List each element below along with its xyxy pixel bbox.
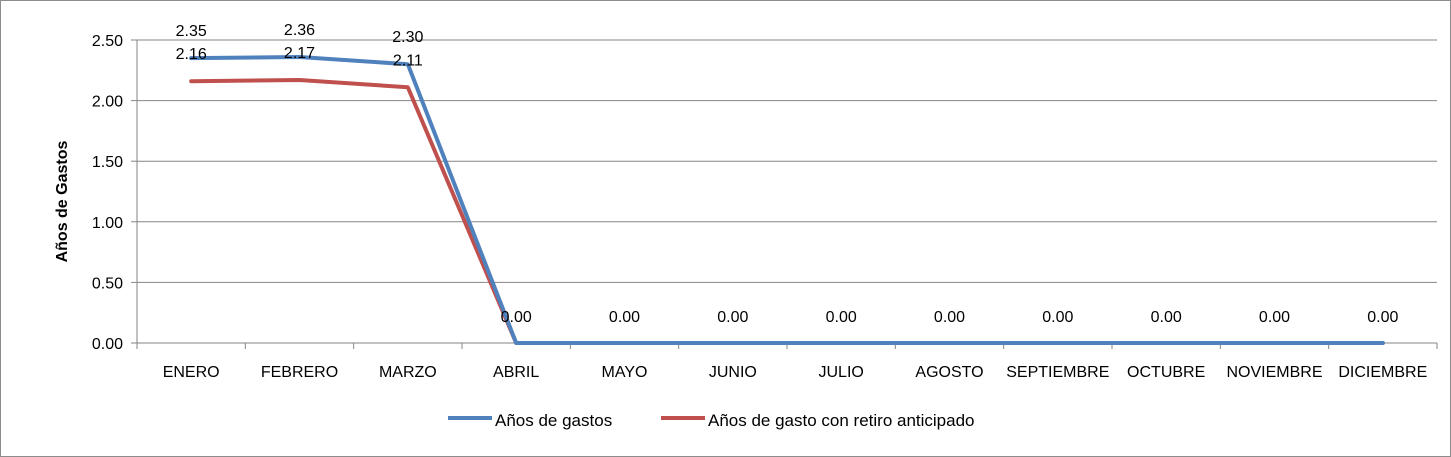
x-category-label: OCTUBRE [1127, 364, 1205, 381]
data-label: 0.00 [934, 309, 965, 326]
y-tick-label: 1.00 [92, 215, 123, 232]
x-category-label: JULIO [818, 364, 863, 381]
x-category-label: NOVIEMBRE [1226, 364, 1322, 381]
data-label: 0.00 [1367, 309, 1398, 326]
x-category-label: ABRIL [493, 364, 539, 381]
legend: Años de gastos Años de gasto con retiro a… [448, 411, 975, 430]
data-label: 2.17 [284, 45, 315, 62]
y-tick-label: 2.50 [92, 33, 123, 50]
y-tick-label: 0.00 [92, 336, 123, 353]
legend-label: Años de gasto con retiro anticipado [708, 411, 975, 430]
data-label: 2.30 [392, 29, 423, 46]
data-label: 0.00 [1259, 309, 1290, 326]
x-category-label: ENERO [163, 364, 220, 381]
series-line [189, 77, 1385, 345]
x-category-label: FEBRERO [261, 364, 338, 381]
series-lines [189, 54, 1385, 345]
y-axis-ticks: 0.00 0.50 1.00 1.50 2.00 2.50 [92, 33, 137, 353]
data-label: 2.16 [176, 46, 207, 63]
data-label: 0.00 [609, 309, 640, 326]
x-category-label: MAYO [602, 364, 648, 381]
data-label: 0.00 [1151, 309, 1182, 326]
data-label: 2.35 [176, 23, 207, 40]
x-category-label: SEPTIEMBRE [1006, 364, 1109, 381]
y-axis-title: Años de Gastos [54, 141, 71, 263]
y-tick-label: 2.00 [92, 94, 123, 111]
data-label: 0.00 [501, 309, 532, 326]
data-label: 0.00 [1042, 309, 1073, 326]
x-axis-categories: ENERO FEBRERO MARZO ABRIL MAYO JUNIO JULIO AGOS… [163, 364, 1428, 381]
x-category-label: AGOSTO [915, 364, 983, 381]
data-labels: 2.35 2.36 2.30 0.00 0.00 0.00 0.00 0.00 0.00 0.00… [176, 22, 1399, 326]
data-label: 0.00 [826, 309, 857, 326]
y-tick-label: 1.50 [92, 154, 123, 171]
gridlines [137, 39, 1437, 283]
x-category-label: MARZO [379, 364, 437, 381]
series-line [189, 54, 1385, 345]
data-label: 2.36 [284, 22, 315, 39]
legend-label: Años de gastos [495, 411, 612, 430]
y-tick-label: 0.50 [92, 275, 123, 292]
data-label: 0.00 [717, 309, 748, 326]
x-category-label: JUNIO [709, 364, 757, 381]
axes [136, 40, 1438, 349]
x-category-label: DICIEMBRE [1338, 364, 1427, 381]
data-label: 2.11 [393, 52, 423, 69]
